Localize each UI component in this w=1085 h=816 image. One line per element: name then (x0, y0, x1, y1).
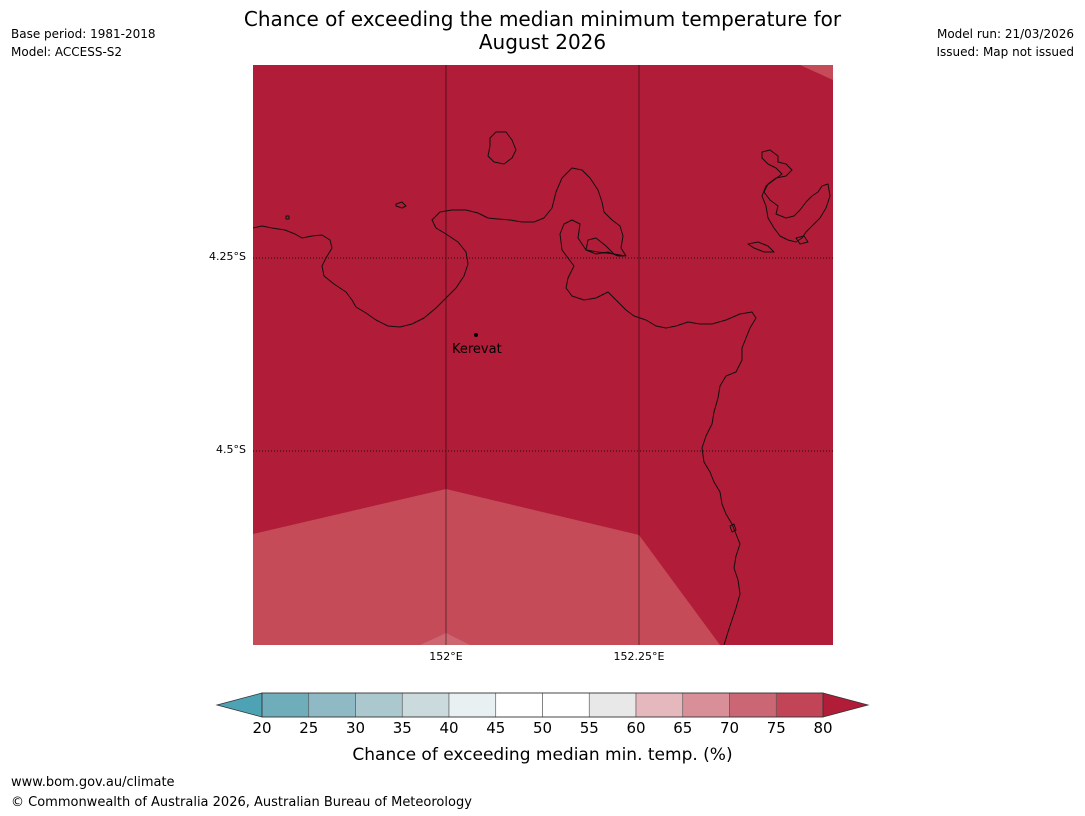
footer-copyright: © Commonwealth of Australia 2026, Austra… (11, 795, 472, 810)
coastline-duke-of-york (761, 149, 831, 243)
colorbar-tick-label: 20 (252, 719, 272, 737)
coastline-islet-4 (795, 235, 809, 245)
lon-label-152-25: 152.25°E (613, 650, 665, 663)
colorbar-tick-label: 65 (673, 719, 693, 737)
coastline (253, 131, 831, 645)
model-text: Model: ACCESS-S2 (11, 45, 123, 59)
map-title-line2: August 2026 (478, 30, 607, 54)
colorbar-tick-label: 40 (439, 719, 459, 737)
gridlines (253, 65, 833, 645)
colorbar-tick-label: 25 (299, 719, 319, 737)
lat-label-4-5: 4.5°S (216, 443, 246, 456)
colorbar-bin (635, 692, 684, 718)
lat-label-4-25: 4.25°S (209, 250, 246, 263)
coastline-islet-2 (285, 215, 290, 220)
colorbar-tick-label: 45 (486, 719, 506, 737)
coastline-main (253, 167, 757, 645)
colorbar-bin (495, 692, 543, 718)
map-title-line1: Chance of exceeding the median minimum t… (243, 7, 842, 31)
colorbar-bin (448, 692, 497, 718)
region-70-75 (420, 633, 470, 645)
coastline-islet-3 (747, 241, 775, 253)
coastline-islet-1 (395, 201, 407, 209)
region-75-80 (253, 489, 720, 645)
colorbar-bin (542, 692, 590, 718)
colorbar-tick-label: 30 (345, 719, 366, 737)
coastline-island-north (487, 131, 517, 165)
colorbar-bin (729, 692, 777, 718)
lon-label-152: 152°E (429, 650, 463, 663)
colorbar-tick-label: 70 (719, 719, 740, 737)
colorbar-tick-label: 50 (532, 719, 553, 737)
colorbar-bin (775, 692, 824, 718)
colorbar-tick-label: 75 (766, 719, 786, 737)
colorbar-tick-label: 60 (626, 719, 646, 737)
meta-left: Base period: 1981-2018 Model: ACCESS-S2 (11, 25, 156, 61)
colorbar-over-arrow (822, 692, 870, 718)
coastline-islet-5 (729, 523, 737, 533)
colorbar-frame (261, 692, 824, 718)
colorbar-tick-label: 35 (392, 719, 412, 737)
footer-url: www.bom.gov.au/climate (11, 775, 175, 790)
colorbar-under-arrow (215, 692, 263, 718)
model-run-text: Model run: 21/03/2026 (936, 27, 1074, 41)
colorbar-bin (401, 692, 450, 718)
colorbar-label: Chance of exceeding median min. temp. (%… (352, 745, 733, 765)
issued-text: Issued: Map not issued (936, 45, 1074, 59)
colorbar-tick-label: 55 (579, 719, 599, 737)
place-label-kerevat: Kerevat (452, 342, 502, 357)
colorbar-bin (355, 692, 403, 718)
map-title: Chance of exceeding the median minimum t… (0, 8, 1085, 54)
colorbar-bin (261, 692, 310, 718)
colorbar-bin (588, 692, 637, 718)
place-marker (474, 333, 478, 337)
colorbar-bin (682, 692, 730, 718)
meta-right: Model run: 21/03/2026 Issued: Map not is… (936, 25, 1074, 61)
colorbar-bin (308, 692, 356, 718)
colorbar-tick-label: 80 (813, 719, 833, 737)
region-75-80-top-right (800, 65, 833, 80)
base-period-text: Base period: 1981-2018 (11, 27, 156, 41)
